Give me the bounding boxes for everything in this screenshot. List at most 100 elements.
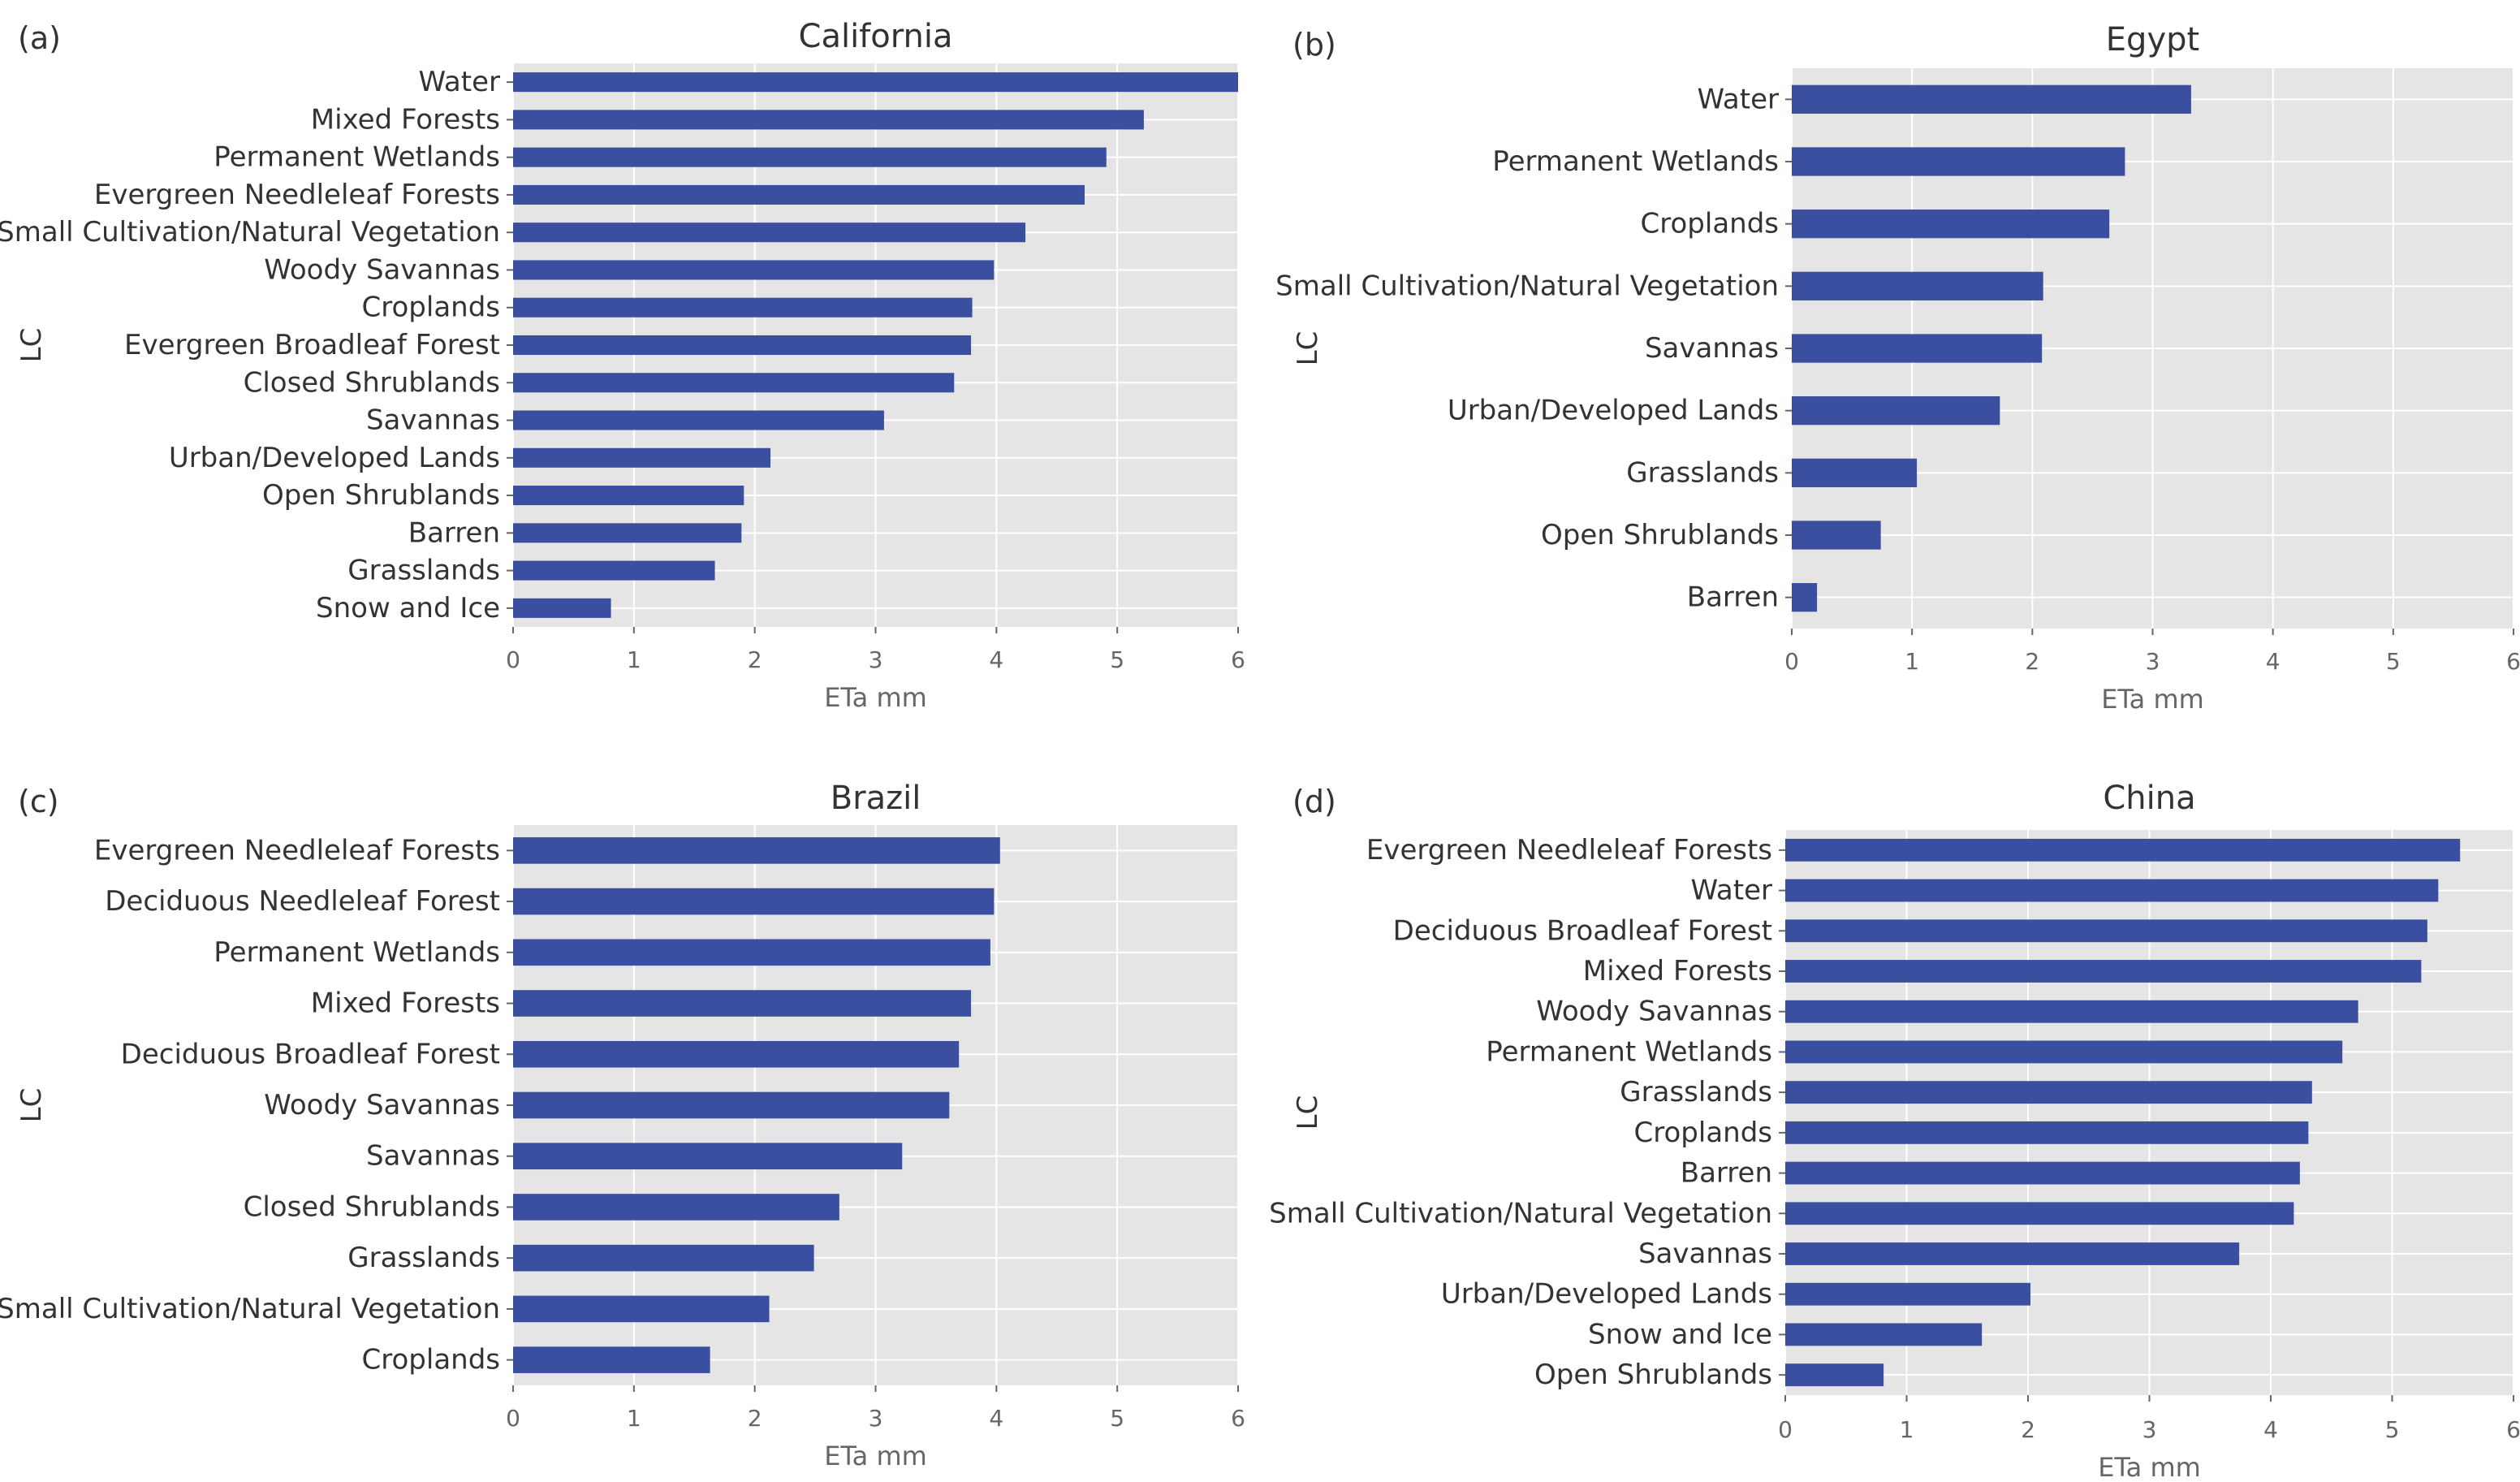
x-tick-label: 5	[1110, 1405, 1124, 1432]
panel-label: (d)	[1292, 784, 1336, 819]
bar	[1785, 1242, 2240, 1265]
bar	[513, 147, 1107, 167]
y-tick-label: Permanent Wetlands	[214, 141, 500, 174]
x-tick-label: 0	[1784, 648, 1799, 675]
chart-title: Egypt	[2106, 21, 2199, 58]
bar	[513, 939, 990, 966]
y-axis-label: LC	[15, 328, 48, 363]
y-tick-label: Urban/Developed Lands	[169, 442, 500, 474]
panel-label: (b)	[1292, 27, 1336, 63]
x-tick-label: 6	[1231, 646, 1245, 673]
bar	[513, 373, 955, 393]
y-tick-label: Small Cultivation/Natural Vegetation	[1275, 270, 1779, 302]
bar	[1792, 334, 2043, 363]
bar	[513, 410, 884, 430]
chart-title: China	[2103, 780, 2195, 817]
y-tick-label: Open Shrublands	[1541, 519, 1779, 551]
x-tick-label: 1	[1900, 1416, 1914, 1443]
chart-title: California	[799, 18, 953, 55]
bar	[513, 335, 972, 356]
y-tick-label: Water	[418, 66, 500, 98]
bar	[1785, 1081, 2312, 1104]
bar	[513, 223, 1026, 243]
chart-panel-3: Evergreen Needleleaf Forests Deciduous Ne…	[0, 780, 1245, 1471]
y-tick-label: Grasslands	[1620, 1076, 1772, 1108]
bar	[1785, 1040, 2343, 1064]
y-tick-label: Open Shrublands	[262, 479, 500, 512]
bar	[1792, 458, 1918, 487]
bar	[1785, 1282, 2030, 1306]
bar	[513, 598, 611, 618]
x-tick-label: 4	[989, 1405, 1003, 1432]
y-tick-label: Water	[1697, 83, 1779, 115]
x-tick-label: 2	[2021, 1416, 2035, 1443]
y-tick-label: Open Shrublands	[1534, 1359, 1772, 1391]
bar	[513, 990, 972, 1017]
bar	[513, 1194, 839, 1221]
x-axis-label: ETa mm	[2098, 1452, 2201, 1482]
y-tick-label: Croplands	[362, 1344, 500, 1376]
bar	[513, 1244, 814, 1272]
y-tick-label: Woody Savannas	[1536, 996, 1772, 1028]
y-tick-label: Evergreen Needleleaf Forests	[94, 834, 500, 866]
x-tick-label: 5	[2386, 648, 2401, 675]
x-tick-label: 3	[2142, 1416, 2157, 1443]
y-tick-label: Savannas	[366, 1140, 500, 1173]
x-tick-label: 2	[2025, 648, 2039, 675]
bar	[1792, 147, 2125, 176]
y-axis-label: LC	[15, 1088, 48, 1123]
chart-panel-1: Water Mixed Forests Permanent Wetlands Ever…	[0, 18, 1245, 713]
bar	[1785, 960, 2422, 983]
bar	[513, 184, 1085, 205]
bar	[513, 560, 715, 581]
x-tick-label: 0	[1778, 1416, 1793, 1443]
x-tick-label: 5	[2385, 1416, 2400, 1443]
x-tick-label: 1	[627, 646, 641, 673]
bar	[1792, 84, 2191, 114]
panel-label: (a)	[18, 20, 61, 56]
bar	[1785, 1363, 1884, 1387]
bar	[1785, 879, 2439, 902]
bar	[1792, 271, 2043, 300]
bar	[1792, 583, 1818, 612]
bar	[513, 72, 1238, 93]
x-tick-label: 3	[869, 646, 883, 673]
y-tick-label: Barren	[1687, 581, 1779, 614]
x-tick-label: 2	[748, 1405, 762, 1432]
y-tick-label: Savannas	[366, 404, 500, 437]
bar	[513, 297, 973, 318]
chart-panel-4: Evergreen Needleleaf Forests Water Deciduo…	[1269, 780, 2520, 1482]
y-axis-label: LC	[1292, 331, 1324, 366]
bar	[1785, 919, 2427, 943]
y-tick-label: Deciduous Broadleaf Forest	[121, 1038, 500, 1070]
panel-label: (c)	[18, 784, 59, 819]
bar	[513, 110, 1144, 130]
y-tick-label: Woody Savannas	[264, 253, 500, 286]
y-tick-label: Evergreen Needleleaf Forests	[94, 179, 500, 211]
bar	[513, 486, 744, 506]
y-tick-label: Closed Shrublands	[244, 1190, 500, 1223]
y-axis-label: LC	[1292, 1095, 1324, 1130]
y-tick-label: Woody Savannas	[264, 1089, 500, 1121]
bar	[513, 837, 1000, 864]
y-tick-label: Deciduous Broadleaf Forest	[1393, 914, 1772, 947]
bar	[1792, 210, 2110, 239]
x-tick-label: 2	[748, 646, 762, 673]
y-tick-label: Barren	[408, 516, 500, 549]
y-tick-label: Snow and Ice	[1588, 1318, 1772, 1350]
y-tick-label: Urban/Developed Lands	[1448, 395, 1779, 427]
y-tick-label: Small Cultivation/Natural Vegetation	[1269, 1197, 1772, 1229]
y-tick-label: Snow and Ice	[316, 592, 500, 624]
bar	[513, 1295, 770, 1323]
x-tick-label: 3	[2146, 648, 2160, 675]
y-tick-label: Permanent Wetlands	[1486, 1035, 1772, 1068]
bar	[1785, 1000, 2358, 1023]
y-tick-label: Evergreen Broadleaf Forest	[124, 329, 500, 361]
bar	[513, 523, 742, 543]
y-tick-label: Mixed Forests	[311, 103, 500, 136]
bar	[1792, 396, 2000, 426]
x-tick-label: 3	[869, 1405, 883, 1432]
y-tick-label: Croplands	[362, 292, 500, 324]
y-tick-label: Grasslands	[1626, 456, 1779, 489]
